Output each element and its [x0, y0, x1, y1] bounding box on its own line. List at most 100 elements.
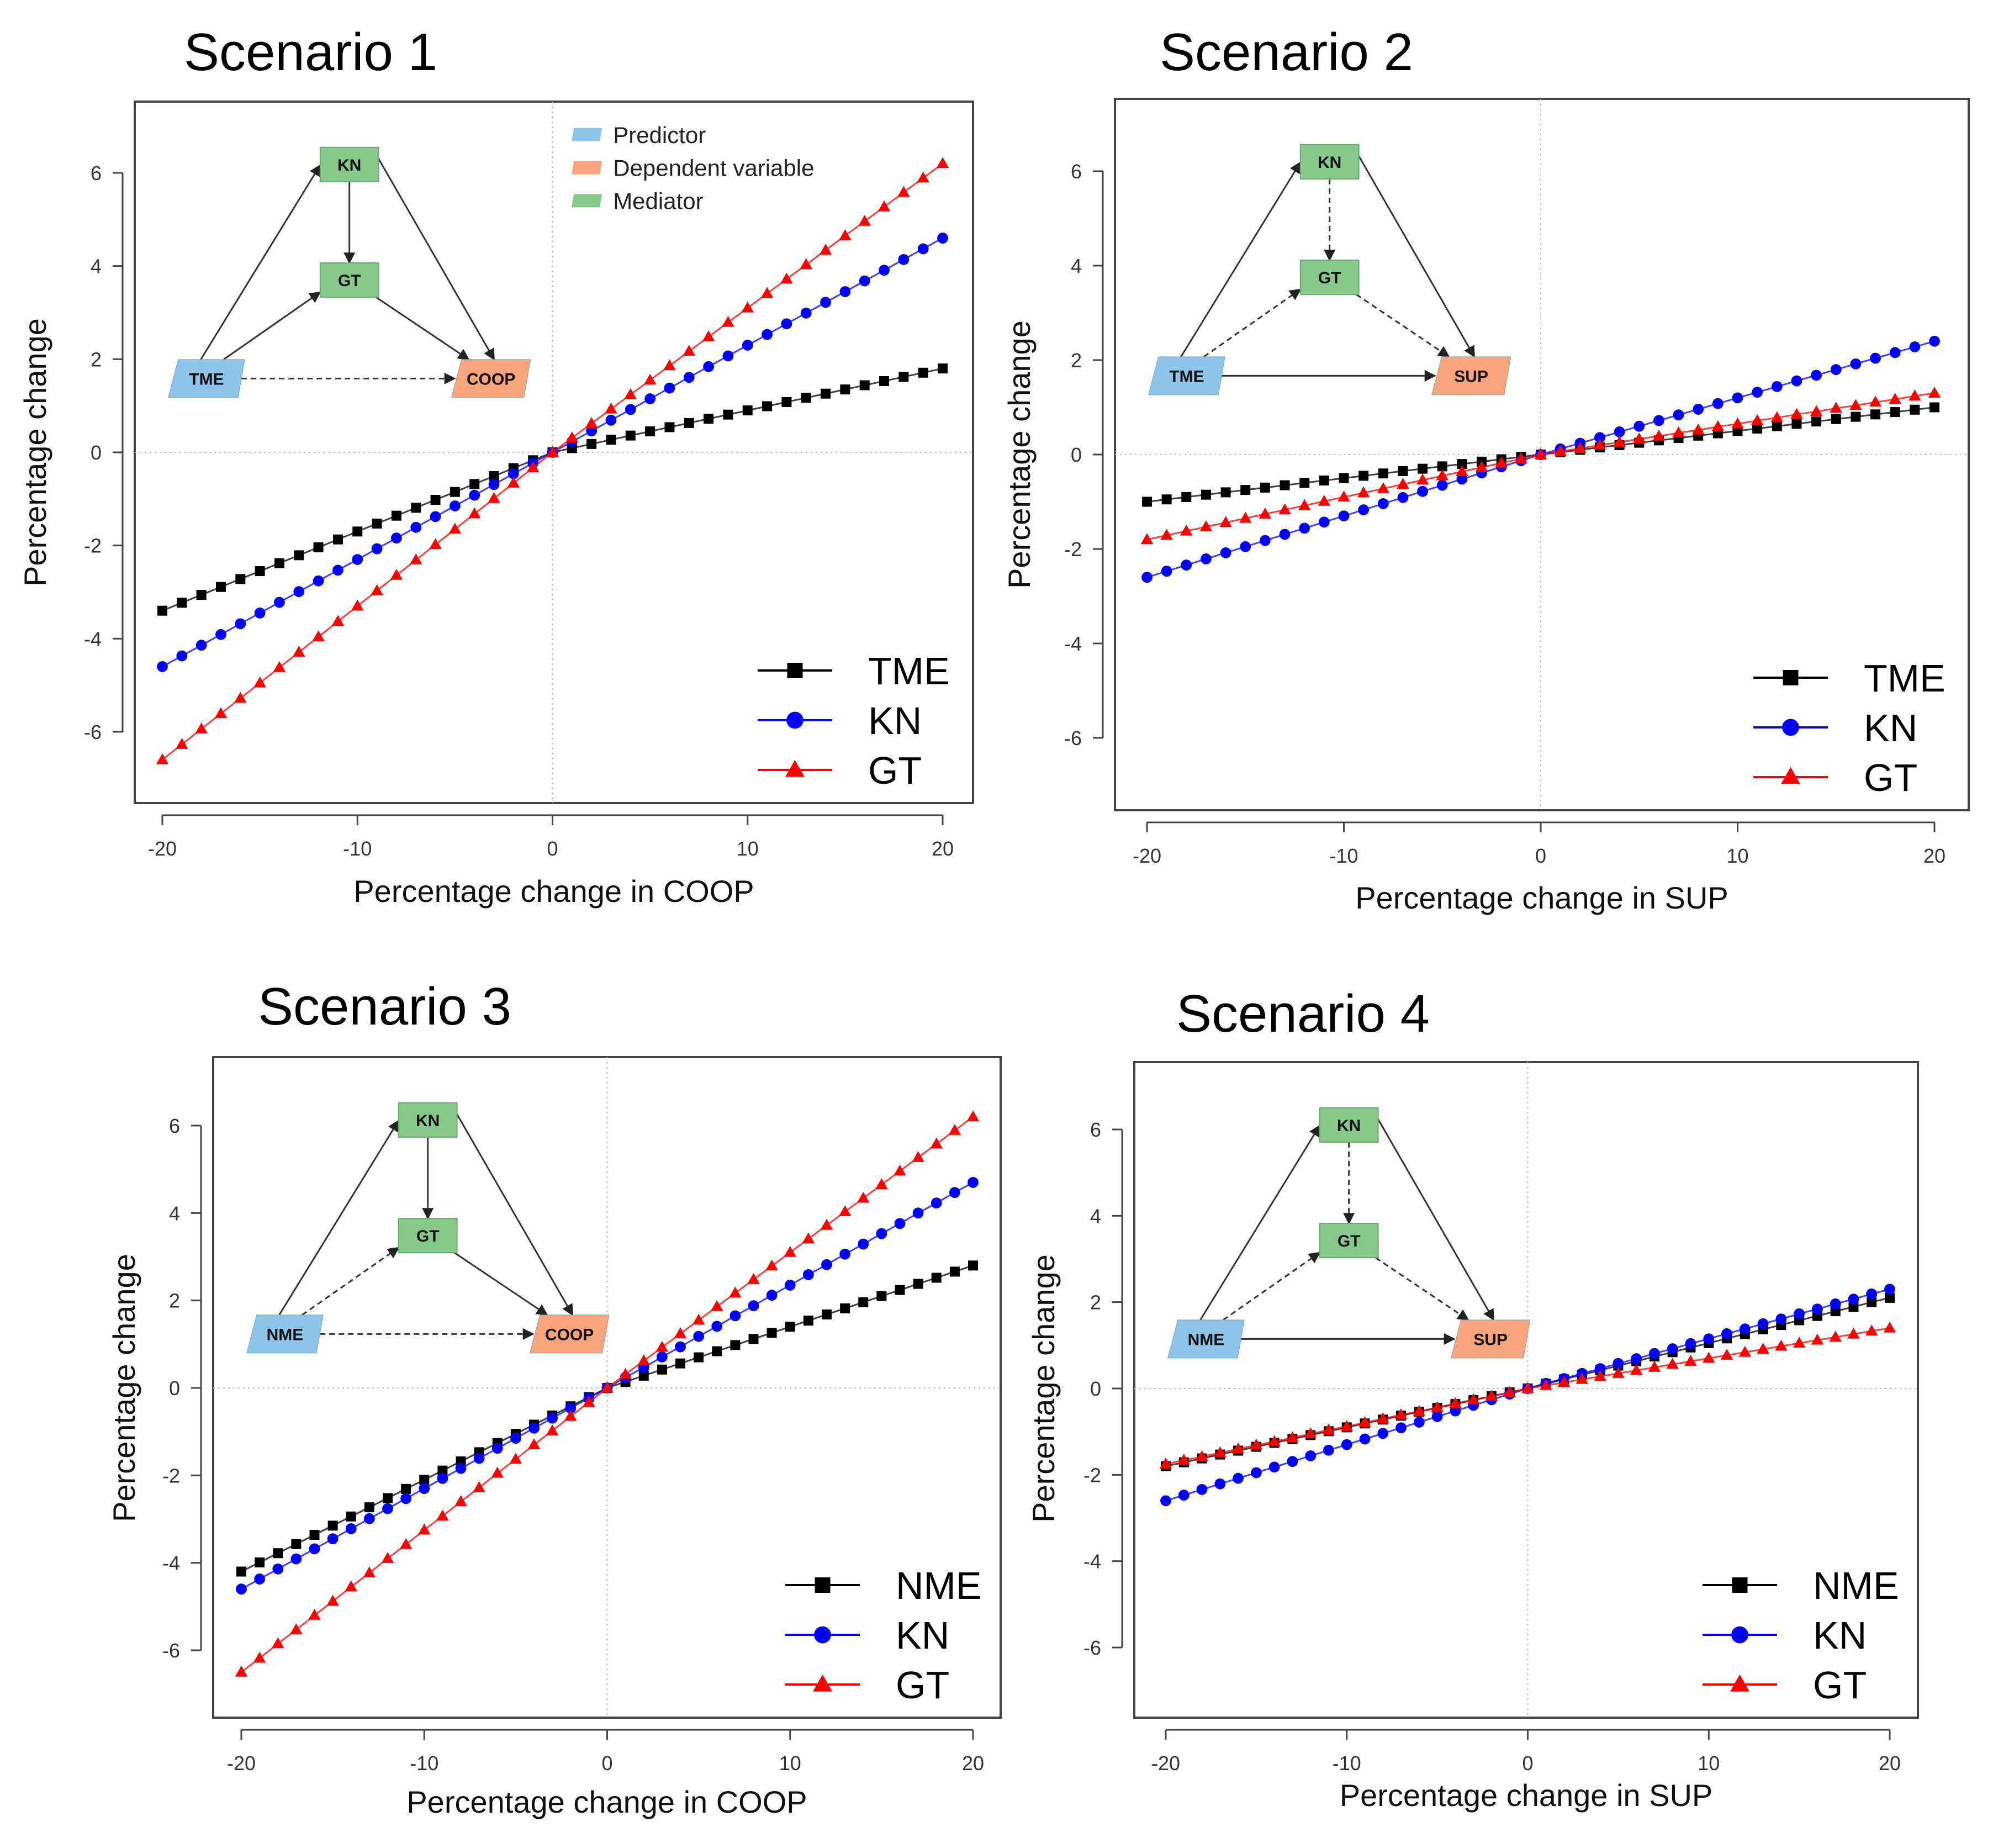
data-point-gt: [371, 584, 383, 595]
data-point-kn: [327, 1533, 339, 1545]
x-axis-label: Percentage change in SUP: [1355, 880, 1728, 915]
data-point-kn: [821, 1259, 832, 1270]
data-point-kn: [722, 350, 734, 362]
data-point-kn: [605, 414, 617, 426]
data-point-gt: [917, 171, 929, 183]
data-point-gt: [1648, 1360, 1661, 1372]
data-point-tme: [1752, 423, 1763, 434]
data-point-kn: [703, 361, 714, 372]
path-arrow-kn-dep: [1358, 155, 1476, 358]
data-point-kn: [1889, 347, 1901, 358]
chart-title: Scenario 4: [1176, 984, 1430, 1043]
path-arrow-pred-gt: [1203, 288, 1302, 358]
data-point-kn: [784, 1280, 796, 1291]
data-point-nme: [1848, 1302, 1859, 1312]
data-point-nme: [712, 1346, 722, 1356]
data-point-gt: [454, 1495, 467, 1506]
data-point-kn: [1299, 522, 1310, 534]
data-point-kn: [410, 521, 422, 533]
data-point-gt: [1219, 516, 1232, 527]
data-point-kn: [363, 1513, 375, 1524]
data-point-kn: [1305, 1450, 1317, 1461]
data-point-kn: [272, 1563, 284, 1575]
data-point-gt: [722, 316, 734, 327]
data-point-kn: [507, 468, 519, 479]
legend-label: GT: [896, 1664, 949, 1707]
x-tick-label: -10: [1333, 1752, 1361, 1775]
path-arrow-kn-dep: [456, 1113, 574, 1316]
data-point-gt: [912, 1151, 924, 1162]
data-point-gt: [1485, 1390, 1498, 1401]
data-point-kn: [1456, 473, 1468, 485]
x-axis-label: Percentage change in COOP: [406, 1784, 807, 1819]
data-point-kn: [1703, 1333, 1715, 1345]
data-point-kn: [644, 393, 656, 404]
data-point-kn: [1693, 404, 1704, 415]
data-point-gt: [1250, 1438, 1263, 1450]
data-point-kn: [382, 1503, 393, 1514]
data-point-gt: [1159, 1458, 1172, 1469]
data-point-gt: [1394, 1408, 1408, 1419]
data-point-gt: [1909, 389, 1921, 401]
chart-panel-2: Scenario 2-20 -10 0 10 20-6-4-20246Percentag…: [1002, 23, 1970, 915]
data-point-gt: [1703, 1351, 1715, 1363]
data-point-kn: [371, 543, 383, 555]
data-point-nme: [858, 1297, 869, 1307]
data-point-kn: [1613, 1358, 1624, 1369]
chart-title: Scenario 1: [184, 23, 437, 82]
path-arrow-pred-kn: [200, 164, 321, 360]
legend-marker: [785, 759, 805, 777]
data-point-gt: [1503, 1386, 1516, 1397]
diagram-node-dep: [451, 359, 531, 398]
diagram-node-dep: [1450, 1319, 1531, 1359]
data-point-tme: [586, 439, 597, 449]
data-point-kn: [157, 661, 168, 672]
data-point-kn: [1417, 485, 1429, 497]
data-point-tme: [411, 503, 421, 513]
data-point-kn: [1196, 1484, 1208, 1495]
data-point-gt: [234, 691, 247, 703]
data-point-gt: [1691, 423, 1705, 435]
data-point-tme: [1220, 487, 1231, 498]
data-point-gt: [363, 1566, 376, 1577]
path-arrow-pred-gt: [302, 1247, 400, 1316]
data-point-tme: [1161, 494, 1172, 505]
legend-marker: [1731, 1626, 1748, 1644]
data-point-kn: [800, 307, 812, 319]
x-axis-label: Percentage change in SUP: [1340, 1778, 1713, 1813]
diagram-node-label: TME: [189, 370, 224, 388]
data-point-gt: [1304, 1427, 1317, 1439]
path-arrow-gt-dep: [454, 1252, 548, 1316]
x-tick-label: 10: [737, 837, 759, 860]
data-point-gt: [1865, 1324, 1878, 1336]
data-point-kn: [1268, 1461, 1280, 1473]
data-point-gt: [605, 402, 617, 414]
data-point-kn: [1614, 426, 1625, 437]
data-point-kn: [766, 1290, 778, 1301]
data-point-tme: [684, 418, 694, 428]
data-point-nme: [785, 1322, 795, 1332]
data-point-gt: [468, 507, 481, 519]
data-point-gt: [747, 1273, 760, 1284]
y-tick-label: -4: [1083, 1550, 1101, 1573]
data-point-tme: [352, 526, 363, 537]
data-point-kn: [729, 1310, 741, 1322]
data-point-gt: [741, 301, 754, 313]
data-point-kn: [1712, 398, 1724, 409]
legend-item-nme: NME: [1703, 1564, 1899, 1607]
data-point-kn: [1240, 541, 1251, 552]
data-point-gt: [1338, 490, 1350, 502]
data-point-gt: [1630, 1364, 1643, 1375]
y-tick-label: -2: [1083, 1464, 1101, 1486]
data-point-kn: [332, 564, 343, 576]
data-point-kn: [1929, 335, 1940, 347]
diagram-node-pred: [1148, 356, 1225, 395]
data-point-gt: [473, 1481, 485, 1492]
data-point-gt: [711, 1300, 723, 1311]
data-point-gt: [819, 244, 832, 255]
data-point-gt: [820, 1218, 833, 1230]
series-gt: [235, 1110, 980, 1677]
y-tick-label: -4: [84, 627, 102, 650]
data-point-kn: [656, 1351, 668, 1363]
data-point-gt: [1672, 426, 1685, 437]
